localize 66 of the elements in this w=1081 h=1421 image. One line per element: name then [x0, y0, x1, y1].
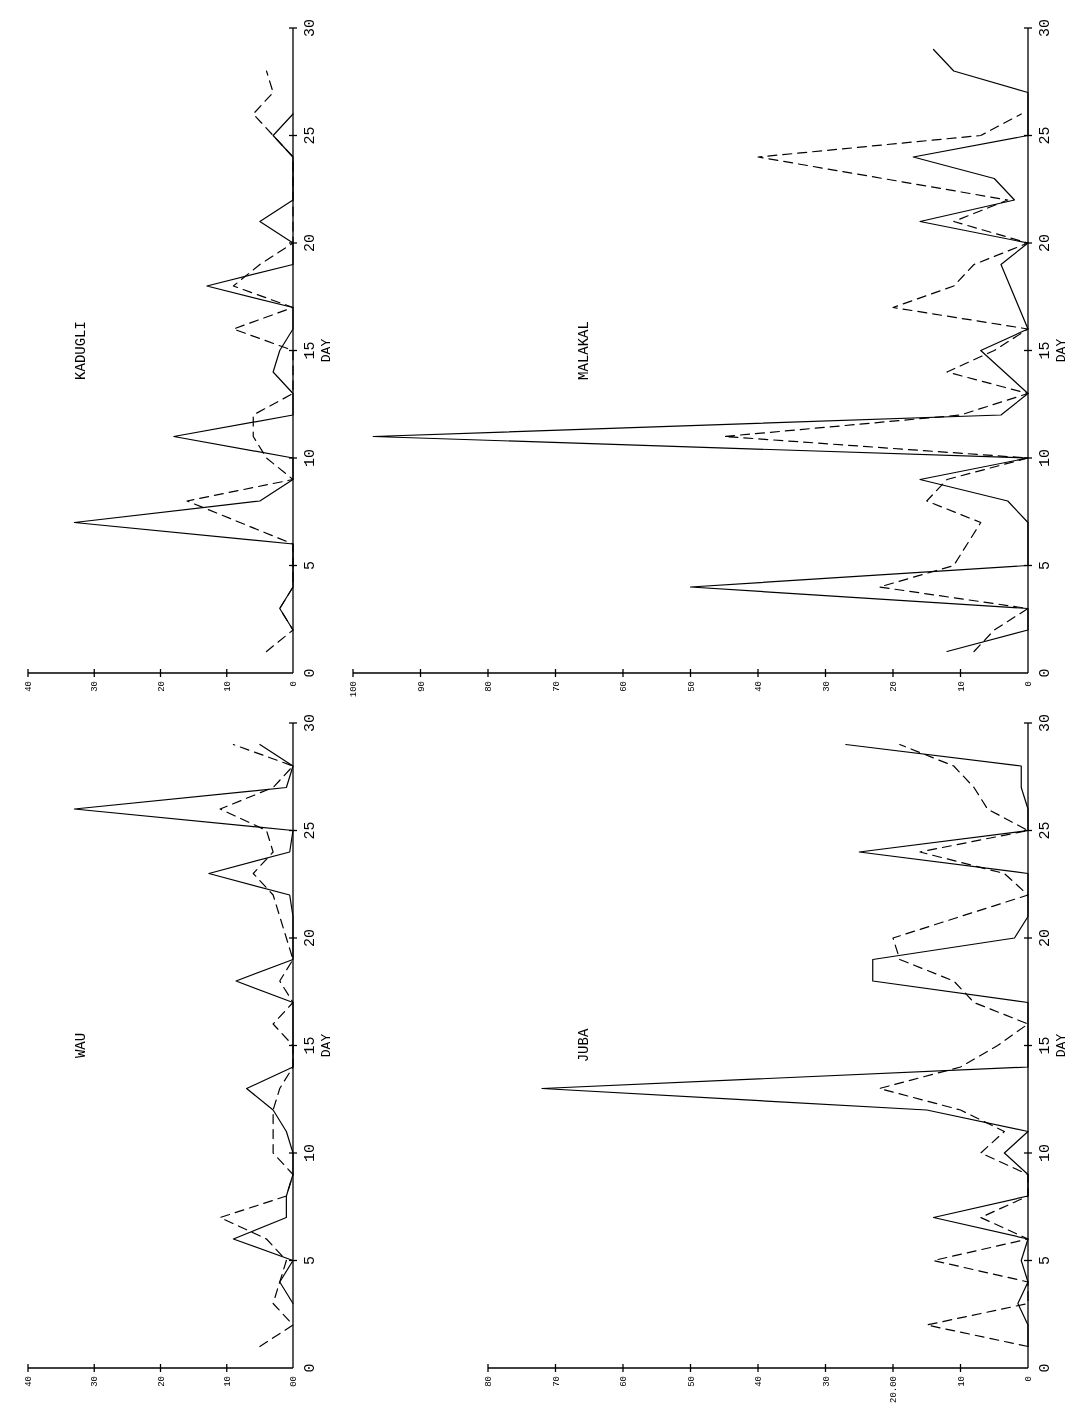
x-tick-label: 20 [156, 1376, 167, 1387]
x-tick-label: 30 [90, 681, 101, 692]
y-tick-label: 0 [1037, 1363, 1055, 1373]
x-tick-label: 80 [484, 1376, 495, 1387]
y-tick-label: 20 [1037, 233, 1055, 253]
y-tick-label: 20 [302, 928, 320, 948]
y-tick-label: 25 [302, 821, 320, 840]
text: JUBA [575, 1028, 592, 1063]
x-tick-label: 30 [821, 681, 832, 692]
x-tick-label: 50 [686, 1376, 697, 1387]
x-tick-label: 10 [222, 681, 233, 692]
y-tick-label: 15 [302, 1036, 320, 1055]
y-tick-label: 5 [302, 1255, 320, 1266]
y-tick-label: 10 [1037, 448, 1055, 468]
y-tick-label: 30 [302, 18, 320, 38]
x-tick-label: 20.00 [889, 1376, 900, 1404]
y-tick-label: 30 [302, 713, 320, 733]
x-tick-label: 70 [551, 681, 562, 692]
y-axis-title: DAY [318, 1033, 334, 1058]
y-tick-label: 5 [1037, 560, 1055, 571]
text: MALAKAL [575, 321, 592, 380]
text: KADUGLI [72, 321, 89, 380]
x-tick-label: 50 [686, 681, 697, 692]
y-axis-title: DAY [1053, 1033, 1069, 1058]
y-tick-label: 5 [1037, 1255, 1055, 1266]
x-tick-label: 80 [484, 681, 495, 692]
x-tick-label: 00 [289, 1376, 300, 1387]
x-tick-label: 40 [24, 681, 35, 692]
x-tick-label: 0 [1024, 1376, 1035, 1382]
y-tick-label: 25 [1037, 126, 1055, 145]
x-tick-label: 40 [754, 1376, 765, 1387]
x-tick-label: 30 [821, 1376, 832, 1387]
y-axis-title: DAY [318, 338, 334, 363]
x-tick-label: 70 [551, 1376, 562, 1387]
y-tick-label: 15 [1037, 341, 1055, 360]
x-tick-label: 30 [90, 1376, 101, 1387]
x-tick-label: 100 [349, 681, 360, 698]
x-tick-label: 60 [619, 1376, 630, 1387]
y-tick-label: 0 [302, 1363, 320, 1373]
y-tick-label: 0 [302, 668, 320, 678]
x-tick-label: 10 [956, 681, 967, 692]
y-tick-label: 25 [1037, 821, 1055, 840]
text: WAU [72, 1032, 89, 1059]
x-tick-label: 10 [222, 1376, 233, 1387]
y-tick-label: 15 [302, 341, 320, 360]
y-tick-label: 10 [1037, 1143, 1055, 1163]
y-tick-label: 30 [1037, 713, 1055, 733]
y-tick-label: 10 [302, 448, 320, 468]
x-tick-label: 0 [1024, 681, 1035, 687]
x-tick-label: 0 [289, 681, 300, 687]
y-tick-label: 25 [302, 126, 320, 145]
y-tick-label: 20 [302, 233, 320, 253]
x-tick-label: 10 [956, 1376, 967, 1387]
x-tick-label: 40 [24, 1376, 35, 1387]
x-tick-label: 40 [754, 681, 765, 692]
y-tick-label: 5 [302, 560, 320, 571]
x-tick-label: 20 [156, 681, 167, 692]
y-tick-label: 10 [302, 1143, 320, 1163]
x-tick-label: 60 [619, 681, 630, 692]
y-tick-label: 20 [1037, 928, 1055, 948]
x-tick-label: 20 [889, 681, 900, 692]
y-axis-title: DAY [1053, 338, 1069, 363]
y-tick-label: 30 [1037, 18, 1055, 38]
y-tick-label: 15 [1037, 1036, 1055, 1055]
x-tick-label: 90 [416, 681, 427, 692]
y-tick-label: 0 [1037, 668, 1055, 678]
